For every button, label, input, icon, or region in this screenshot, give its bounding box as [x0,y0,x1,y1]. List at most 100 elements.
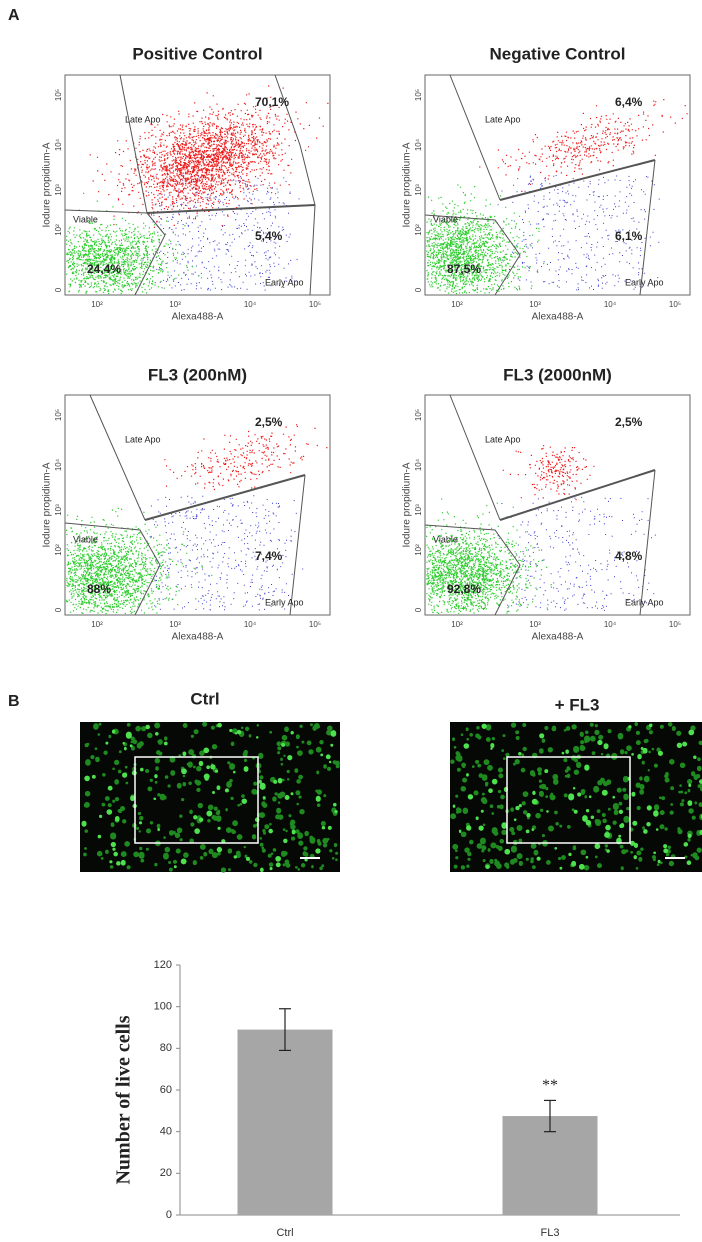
percentage: 6,1% [615,229,643,243]
percentage: 70,1% [255,95,289,109]
percentage: 2,5% [255,415,283,429]
gate [499,469,656,521]
y-tick-label: 10⁴ [54,138,63,151]
gate [639,469,656,616]
micrograph-title: Ctrl [190,689,219,708]
x-tick-label: 10³ [529,300,541,309]
gate [89,394,146,521]
gate [274,74,316,296]
plot-title: FL3 (200nM) [148,365,247,384]
x-tick-label: 10⁵ [309,300,321,309]
region-label: Viable [73,534,98,544]
x-tick-label: Ctrl [276,1227,293,1239]
percentage: 92,8% [447,582,481,596]
y-tick-label: 0 [54,287,63,292]
region-label: Viable [433,214,458,224]
zoom-box [134,756,259,844]
x-tick-label: FL3 [541,1227,560,1239]
cells [81,722,338,873]
y-tick-label: 10⁵ [414,89,423,101]
y-tick-label: 120 [154,959,172,971]
y-tick-label: 40 [160,1126,172,1138]
bar [502,1116,598,1215]
significance: ** [542,1077,558,1094]
gate [119,74,148,214]
x-tick-label: 10² [451,300,463,309]
y-axis-label: Iodure propidium-A [402,142,413,227]
gate [449,394,501,521]
y-tick-label: 0 [54,607,63,612]
percentage: 5,4% [255,229,283,243]
gate [499,159,656,201]
x-tick-label: 10² [451,620,463,629]
y-tick-label: 10³ [54,184,63,196]
cell-events [66,192,203,295]
cells [450,721,702,871]
region-label: Viable [433,534,458,544]
plot-title: FL3 (2000nM) [503,365,612,384]
x-tick-label: 10⁴ [244,300,257,309]
y-tick-label: 10⁴ [54,458,63,471]
x-tick-label: 10⁴ [244,620,257,629]
percentage: 7,4% [255,549,283,563]
y-tick-label: 10³ [54,504,63,516]
region-label: Late Apo [485,434,521,444]
cell-events [426,498,552,614]
percentage: 88% [87,582,111,596]
gate [64,209,166,296]
percentage: 6,4% [615,95,643,109]
gate [64,522,161,616]
flow-plot: Late Apo Viable Early Apo 70,1% 5,4% 24,4% 10²… [42,74,331,323]
y-tick-label: 0 [414,607,423,612]
region-label: Viable [73,214,98,224]
cell-events [502,445,595,501]
y-tick-label: 10⁵ [414,409,423,421]
y-tick-label: 80 [160,1042,172,1054]
percentage: 2,5% [615,415,643,429]
y-axis-label: Number of live cells [113,1015,135,1184]
cell-events [66,507,213,615]
micrograph-title: + FL3 [555,695,600,714]
y-tick-label: 100 [154,1001,172,1013]
y-tick-label: 10⁴ [414,458,423,471]
region-label: Early Apo [265,597,304,607]
y-tick-label: 10² [54,224,63,236]
y-tick-label: 10³ [414,504,423,516]
x-tick-label: 10⁴ [604,300,617,309]
x-tick-label: 10³ [169,300,181,309]
gate [144,474,306,521]
plot-title: Positive Control [132,44,262,63]
y-tick-label: 0 [414,287,423,292]
cell-events [426,184,545,295]
region-label: Early Apo [625,597,664,607]
panel-label: A [8,7,20,24]
x-axis-label: Alexa488-A [172,632,224,643]
region-label: Late Apo [485,114,521,124]
y-axis-label: Iodure propidium-A [42,142,53,227]
flow-plot: Late Apo Viable Early Apo 2,5% 7,4% 88% 10² 10³… [42,394,331,643]
plot-title: Negative Control [489,44,625,63]
x-tick-label: 10⁴ [604,620,617,629]
gate [289,474,306,616]
x-axis-label: Alexa488-A [172,312,224,323]
flow-plot: Late Apo Viable Early Apo 2,5% 4,8% 92,8% 10² 1… [402,394,691,643]
gate [424,524,521,616]
cell-events [89,85,329,241]
y-tick-label: 10⁵ [54,409,63,421]
y-tick-label: 10² [54,544,63,556]
x-tick-label: 10⁵ [669,620,681,629]
y-tick-label: 10³ [414,184,423,196]
y-tick-label: 60 [160,1084,172,1096]
x-tick-label: 10² [91,620,103,629]
y-tick-label: 10⁴ [414,138,423,151]
y-tick-label: 10⁵ [54,89,63,101]
gate [639,159,656,296]
x-tick-label: 10⁵ [669,300,681,309]
zoom-box [506,756,631,844]
x-axis-label: Alexa488-A [532,312,584,323]
gate [146,204,316,214]
percentage: 24,4% [87,262,121,276]
y-tick-label: 10² [414,224,423,236]
region-label: Early Apo [265,277,304,287]
